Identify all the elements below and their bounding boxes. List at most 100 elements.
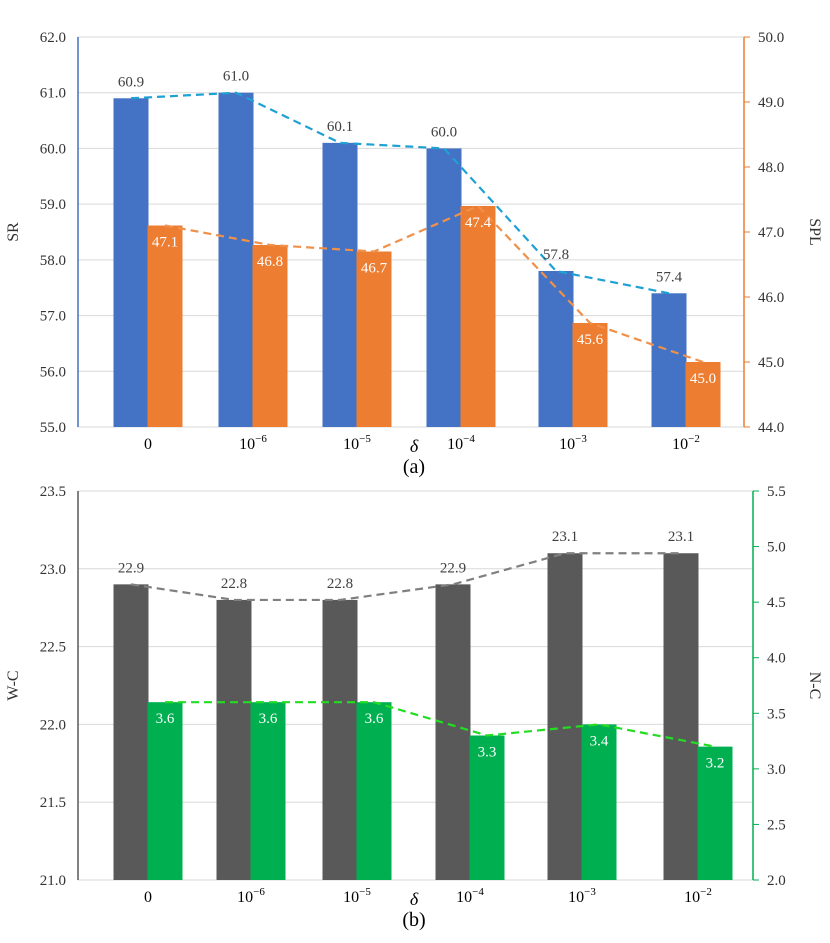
left-axis-title: SR xyxy=(5,222,22,242)
bar-sr xyxy=(113,98,149,428)
data-label-spl: 46.7 xyxy=(361,261,388,277)
left-axis-tick-label: 21.5 xyxy=(40,795,66,811)
left-axis-tick-label: 60.0 xyxy=(40,141,66,157)
trendline-spl xyxy=(164,204,704,364)
left-axis-title: W-C xyxy=(5,670,22,700)
x-tick-exponent: −4 xyxy=(472,886,484,898)
bar-sr xyxy=(218,92,254,427)
data-label-w-c: 22.9 xyxy=(440,560,466,576)
right-axis-tick-label: 3.0 xyxy=(767,762,786,778)
right-axis-tick-label: 50.0 xyxy=(758,30,784,46)
data-label-spl: 45.0 xyxy=(690,371,716,387)
bar-w-c xyxy=(216,599,252,880)
x-axis-title: δ xyxy=(410,889,419,909)
x-tick-base: 10 xyxy=(456,889,472,906)
right-axis-tick-label: 44.0 xyxy=(758,420,784,436)
x-tick-base: 10 xyxy=(343,436,359,453)
chart-panel-a: 55.0 56.0 57.0 58.0 59.0 60.0 61.0 62.0 44.0 45.0… xyxy=(5,30,823,478)
data-label-spl: 46.8 xyxy=(257,254,283,270)
left-axis-tick-label: 23.0 xyxy=(40,562,66,578)
right-axis-title: N-C xyxy=(806,672,823,700)
trendline-n-c xyxy=(165,701,716,748)
data-label-n-c: 3.3 xyxy=(478,745,497,761)
x-tick-label: 10−4 xyxy=(456,886,484,906)
right-axis-tick-label: 48.0 xyxy=(758,160,784,176)
right-axis-tick-label: 45.0 xyxy=(758,355,784,371)
data-label-spl: 47.1 xyxy=(152,235,178,251)
x-tick-base: 10 xyxy=(684,889,700,906)
left-axis-tick-label: 22.0 xyxy=(40,717,66,733)
x-tick-base: 10 xyxy=(239,436,255,453)
right-axis-tick-label: 47.0 xyxy=(758,225,784,241)
bar-n-c xyxy=(356,702,392,880)
data-label-n-c: 3.4 xyxy=(590,733,609,749)
left-axis-tick-label: 62.0 xyxy=(40,30,66,46)
bar-spl xyxy=(460,206,496,427)
bar-spl xyxy=(356,251,392,427)
left-axis-tick-label: 23.5 xyxy=(40,484,66,500)
x-tick-exponent: −3 xyxy=(575,433,587,445)
x-tick-label: 10−3 xyxy=(559,433,587,453)
data-label-sr: 60.1 xyxy=(327,119,353,135)
x-tick-label: 10−5 xyxy=(343,433,371,453)
bar-n-c xyxy=(581,724,617,880)
left-axis-tick-label: 57.0 xyxy=(40,309,66,325)
data-label-w-c: 23.1 xyxy=(668,529,694,545)
bar-n-c xyxy=(250,702,286,880)
right-axis-tick-label: 4.5 xyxy=(767,595,786,611)
bar-n-c xyxy=(469,735,505,880)
left-axis-tick-label: 56.0 xyxy=(40,364,66,380)
bar-w-c xyxy=(435,584,471,880)
left-axis-tick-label: 55.0 xyxy=(40,420,66,436)
right-axis-tick-label: 46.0 xyxy=(758,290,784,306)
right-axis-title: SPL xyxy=(806,218,823,246)
right-axis-tick-label: 5.5 xyxy=(767,484,786,500)
data-label-spl: 45.6 xyxy=(577,332,604,348)
data-label-sr: 57.4 xyxy=(656,269,683,285)
data-label-w-c: 22.9 xyxy=(118,560,144,576)
x-tick-label: 10−5 xyxy=(343,886,371,906)
data-label-sr: 60.0 xyxy=(431,124,457,140)
x-tick-exponent: −6 xyxy=(253,886,265,898)
x-tick-base: 0 xyxy=(144,889,152,906)
bar-w-c xyxy=(547,553,583,880)
x-tick-label: 10−2 xyxy=(672,433,700,453)
bar-w-c xyxy=(663,553,699,880)
right-axis-tick-label: 5.0 xyxy=(767,540,786,556)
data-label-n-c: 3.6 xyxy=(156,711,175,727)
panel-caption: (a) xyxy=(403,456,425,478)
left-axis-tick-label: 22.5 xyxy=(40,640,66,656)
bar-spl xyxy=(147,225,183,427)
bar-sr xyxy=(426,148,462,427)
bar-w-c xyxy=(113,584,149,880)
data-label-sr: 60.9 xyxy=(118,74,144,90)
right-axis-tick-label: 49.0 xyxy=(758,95,784,111)
x-tick-label: 10−2 xyxy=(684,886,712,906)
trendline-sr xyxy=(130,91,670,295)
left-axis-tick-label: 21.0 xyxy=(40,873,66,889)
x-tick-exponent: −3 xyxy=(584,886,596,898)
bar-n-c xyxy=(147,702,183,880)
bar-sr xyxy=(538,271,574,427)
right-axis-tick-label: 2.0 xyxy=(767,873,786,889)
x-tick-exponent: −4 xyxy=(463,433,475,445)
x-tick-label: 10−6 xyxy=(237,886,265,906)
x-tick-base: 10 xyxy=(237,889,253,906)
right-axis-tick-label: 4.0 xyxy=(767,651,786,667)
bar-n-c xyxy=(697,746,733,880)
x-tick-label: 10−3 xyxy=(568,886,596,906)
x-tick-label: 10−4 xyxy=(447,433,475,453)
x-tick-base: 10 xyxy=(447,436,463,453)
bar-sr xyxy=(651,293,687,427)
left-axis-tick-label: 59.0 xyxy=(40,197,66,213)
x-tick-base: 10 xyxy=(559,436,575,453)
bar-spl xyxy=(252,245,288,427)
x-tick-base: 10 xyxy=(568,889,584,906)
x-tick-base: 0 xyxy=(144,436,152,453)
data-label-spl: 47.4 xyxy=(465,215,492,231)
x-tick-exponent: −5 xyxy=(359,886,371,898)
x-axis-title: δ xyxy=(410,436,419,456)
left-axis-tick-label: 58.0 xyxy=(40,253,66,269)
x-tick-exponent: −2 xyxy=(700,886,712,898)
